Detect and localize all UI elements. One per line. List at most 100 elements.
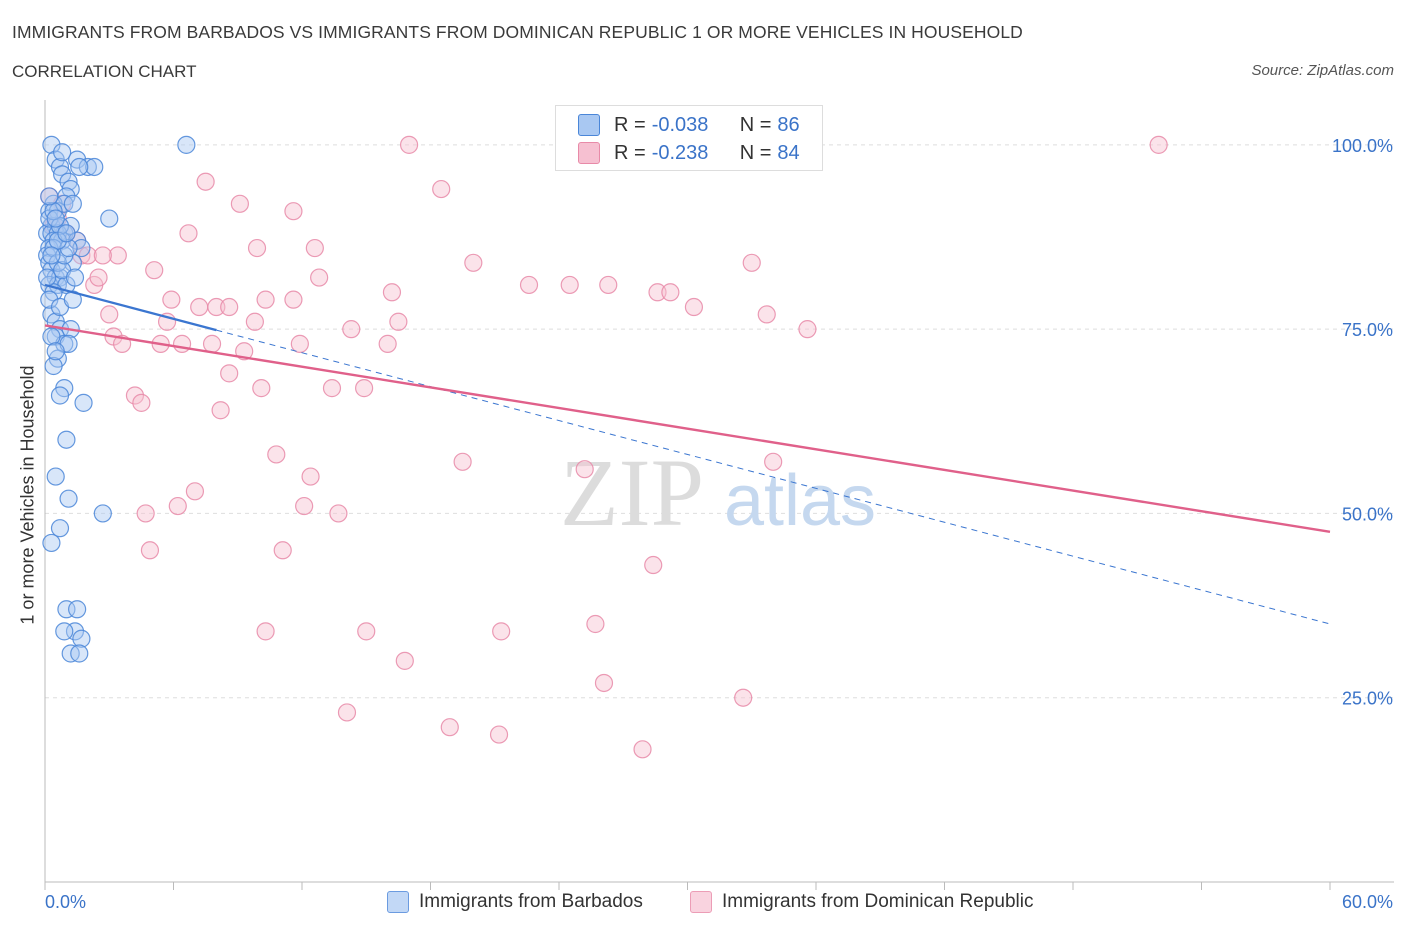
dominican-point	[399, 135, 419, 154]
legend-n-value: 84	[777, 141, 800, 164]
barbados-point	[46, 209, 65, 228]
trend-lines	[44, 283, 1331, 625]
y-tick-label: 100.0%	[1332, 136, 1393, 156]
dominican-point	[661, 283, 680, 302]
chart-title: IMMIGRANTS FROM BARBADOS VS IMMIGRANTS F…	[12, 22, 1023, 42]
watermark-atlas: atlas	[724, 461, 876, 541]
bottom-legend-label: Immigrants from Barbados	[419, 891, 643, 912]
barbados-point	[53, 165, 72, 184]
barbados-point	[50, 157, 70, 177]
barbados-point	[55, 622, 74, 641]
dominican-point	[440, 718, 459, 737]
barbados-point	[70, 644, 89, 663]
barbados-point	[68, 150, 87, 169]
barbados-point	[53, 143, 72, 162]
tick-labels: 25.0% 50.0% 75.0% 100.0% 0.0% 60.0%	[45, 136, 1393, 912]
dominican-point	[295, 496, 314, 516]
dominican-point	[273, 541, 292, 560]
bottom-swatch-barbados	[387, 891, 409, 913]
dominican-point	[89, 268, 108, 287]
dominican-point	[519, 275, 539, 295]
barbados-point	[50, 519, 70, 538]
dominican-point	[168, 496, 187, 516]
dominican-point	[196, 172, 215, 191]
dominican-point	[586, 614, 605, 634]
legend-n-label: N =	[739, 113, 772, 136]
dominican-point	[290, 334, 309, 353]
dominican-point	[648, 283, 667, 302]
barbados-point	[63, 194, 82, 213]
dominican-point	[172, 334, 192, 353]
bottom-legend-barbados: Immigrants from Barbados	[387, 889, 643, 915]
dominican-point	[284, 202, 303, 221]
dominican-point	[136, 504, 155, 523]
correlation-legend: R = -0.038 N = 86 R = -0.238 N = 84	[555, 105, 823, 171]
dominican-point	[357, 622, 376, 641]
dominican-point	[162, 290, 181, 309]
dominican-point	[489, 725, 509, 744]
barbados-point	[85, 157, 104, 177]
dominican-point	[389, 312, 408, 331]
dominican-trend-line	[44, 324, 1331, 534]
dominican-point	[734, 688, 753, 707]
barbados-trend-solid	[44, 283, 217, 332]
barbados-point	[38, 268, 57, 287]
barbados-point	[46, 342, 65, 361]
dominican-point	[108, 246, 127, 265]
dominican-point	[207, 297, 226, 317]
dominican-point	[190, 297, 209, 317]
bottom-legend-label: Immigrants from Dominican Republic	[722, 891, 1034, 912]
barbados-point	[42, 246, 61, 265]
watermark-zip: ZIP	[560, 439, 704, 546]
source-label: Source: ZipAtlas.com	[1251, 62, 1394, 79]
barbados-point	[59, 238, 78, 258]
x-tick-label: 60.0%	[1342, 892, 1393, 912]
barbados-point	[57, 430, 76, 449]
dominican-point	[140, 541, 160, 560]
dominican-point	[220, 297, 239, 317]
barbados-point	[57, 600, 76, 619]
dominican-point	[220, 364, 239, 383]
legend-r-label: R =	[614, 113, 646, 136]
dominican-point	[252, 379, 271, 398]
y-tick-label: 75.0%	[1342, 320, 1393, 340]
barbados-point	[100, 209, 119, 228]
barbados-point	[42, 533, 61, 553]
dominican-point	[432, 179, 451, 199]
dominican-point	[211, 401, 230, 420]
barbados-point	[72, 629, 91, 648]
dominican-point	[185, 482, 205, 501]
dominican-point	[355, 379, 374, 398]
barbados-point	[46, 467, 65, 486]
dominican-point	[100, 305, 119, 324]
dominican-point	[1149, 135, 1168, 154]
dominican-point	[267, 445, 286, 464]
dominican-point	[329, 504, 348, 523]
dominican-point	[301, 467, 320, 486]
barbados-point	[44, 356, 63, 376]
barbados-point	[65, 268, 85, 287]
dominican-point	[245, 312, 264, 331]
x-tick-label: 0.0%	[45, 892, 86, 912]
chart-subtitle: CORRELATION CHART	[12, 62, 197, 81]
dominican-point	[247, 238, 267, 258]
barbados-point	[70, 157, 89, 177]
barbados-points	[38, 135, 196, 663]
dominican-point	[322, 379, 342, 398]
dominican-point	[684, 297, 704, 317]
dominican-point	[202, 334, 222, 353]
legend-r-value: -0.238	[651, 141, 709, 164]
barbados-trend-dashed	[216, 329, 1331, 625]
dominican-point	[284, 290, 303, 309]
barbados-point	[68, 600, 87, 619]
dominican-point	[742, 253, 761, 272]
axes	[44, 100, 1394, 890]
barbados-point	[42, 327, 61, 346]
dominican-point	[132, 393, 151, 412]
legend-n-label: N =	[739, 141, 772, 164]
dominican-point	[342, 320, 361, 339]
barbados-point	[72, 238, 91, 258]
dominican-point	[492, 622, 511, 641]
legend-swatch-barbados	[578, 114, 600, 136]
